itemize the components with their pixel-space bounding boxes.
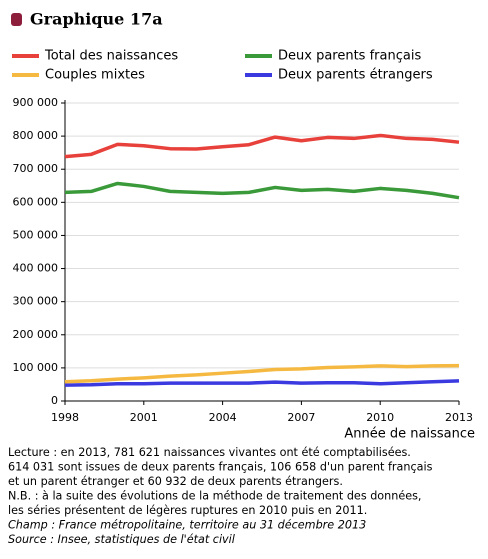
y-tick-label: 300 000 <box>13 295 59 308</box>
x-tick-label: 2010 <box>366 411 394 424</box>
x-axis-label: Année de naissance <box>344 427 475 442</box>
chart-title: Graphique 17a <box>30 10 163 29</box>
x-tick-label: 1998 <box>51 411 79 424</box>
y-tick-label: 600 000 <box>13 195 59 208</box>
y-tick-label: 900 000 <box>13 96 59 109</box>
y-tick-label: 0 <box>51 394 58 407</box>
legend-label: Couples mixtes <box>45 68 145 83</box>
note: Source : Insee, statistiques de l'état c… <box>8 533 236 546</box>
title-icon <box>11 13 22 26</box>
legend-label: Total des naissances <box>44 49 178 64</box>
note: Lecture : en 2013, 781 621 naissances vi… <box>8 446 411 459</box>
y-tick-label: 800 000 <box>13 129 59 142</box>
x-tick-label: 2007 <box>287 411 315 424</box>
legend-label: Deux parents étrangers <box>278 68 433 83</box>
x-tick-label: 2001 <box>130 411 158 424</box>
note: N.B. : à la suite des évolutions de la m… <box>8 490 421 503</box>
note: les séries présentent de légères rupture… <box>8 504 367 517</box>
note: Champ : France métropolitaine, territoir… <box>8 519 366 532</box>
x-tick-label: 2004 <box>209 411 237 424</box>
y-tick-label: 400 000 <box>13 262 59 275</box>
series-line <box>64 133 460 159</box>
series-line <box>64 379 460 387</box>
y-tick-label: 100 000 <box>13 361 59 374</box>
y-tick-label: 700 000 <box>13 162 59 175</box>
series-line <box>64 181 460 200</box>
x-tick-label: 2013 <box>445 411 473 424</box>
note: et un parent étranger et 60 932 de deux … <box>8 475 343 488</box>
y-tick-label: 200 000 <box>13 328 59 341</box>
series-line <box>64 363 460 384</box>
legend-label: Deux parents français <box>278 49 421 64</box>
y-tick-label: 500 000 <box>13 228 59 241</box>
note: 614 031 sont issues de deux parents fran… <box>8 461 433 474</box>
